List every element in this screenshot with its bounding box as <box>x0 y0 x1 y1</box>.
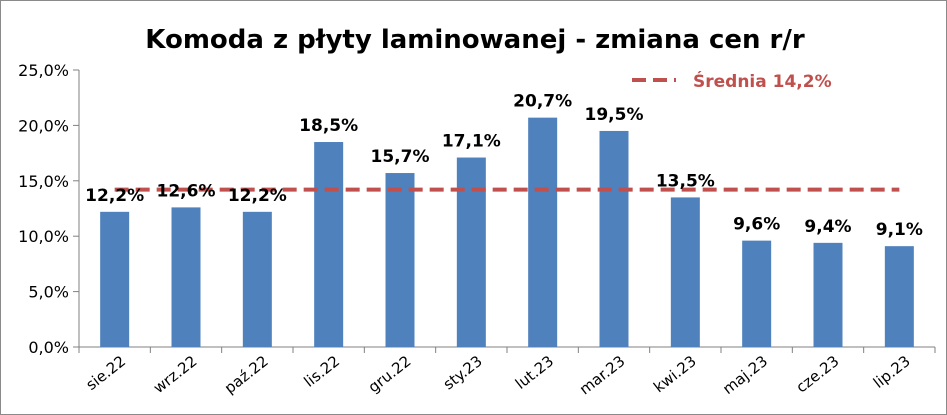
data-label: 9,4% <box>804 217 851 237</box>
legend: Średnia 14,2% <box>632 70 832 92</box>
x-tick-label: cze.23 <box>793 352 843 396</box>
data-label: 19,5% <box>585 105 644 125</box>
bar <box>100 211 130 347</box>
x-tick-label: sty.23 <box>440 352 486 393</box>
x-tick-label: maj.23 <box>719 352 771 398</box>
bar <box>314 142 344 347</box>
bar <box>670 197 700 347</box>
y-tick-label: 15,0% <box>18 172 69 191</box>
y-tick-label: 5,0% <box>28 283 69 302</box>
bar <box>171 207 201 347</box>
data-label: 12,2% <box>228 186 287 206</box>
y-tick-label: 10,0% <box>18 227 69 246</box>
bar <box>242 211 272 347</box>
data-labels: 12,2% 12,6% 12,2% 18,5% 15,7% 17,1% 20,7% 19,5%… <box>85 92 923 241</box>
x-tick-label: kwi.23 <box>650 352 700 396</box>
legend-average-label: Średnia 14,2% <box>693 70 832 92</box>
x-tick-label: paź.22 <box>221 352 272 397</box>
data-label: 13,5% <box>656 171 715 191</box>
data-label: 12,6% <box>157 181 216 201</box>
x-tick-label: lis.22 <box>301 352 344 391</box>
x-tick-label: lip.23 <box>870 352 914 392</box>
bar <box>456 157 486 347</box>
data-label: 12,2% <box>85 186 144 206</box>
x-tick-label: wrz.22 <box>150 352 201 397</box>
bar <box>813 242 843 347</box>
y-tick-label: 0,0% <box>28 338 69 357</box>
bars <box>100 117 914 347</box>
data-label: 15,7% <box>371 147 430 167</box>
data-label: 20,7% <box>513 92 572 112</box>
x-tick-label: mar.23 <box>576 352 628 398</box>
x-tick-label: gru.22 <box>365 352 415 396</box>
bar <box>742 240 772 347</box>
y-tick-label: 20,0% <box>18 116 69 135</box>
data-label: 18,5% <box>299 116 358 136</box>
y-tick-label: 25,0% <box>18 61 69 80</box>
bar <box>528 117 558 347</box>
bar <box>599 130 629 347</box>
chart-title: Komoda z płyty laminowanej - zmiana cen … <box>145 25 805 55</box>
data-label: 9,1% <box>876 220 923 240</box>
data-label: 9,6% <box>733 215 780 235</box>
bar <box>884 246 914 347</box>
data-label: 17,1% <box>442 132 501 152</box>
x-tick-label: lut.23 <box>512 352 557 393</box>
bar <box>385 173 415 347</box>
x-tick-label: sie.22 <box>83 352 130 394</box>
